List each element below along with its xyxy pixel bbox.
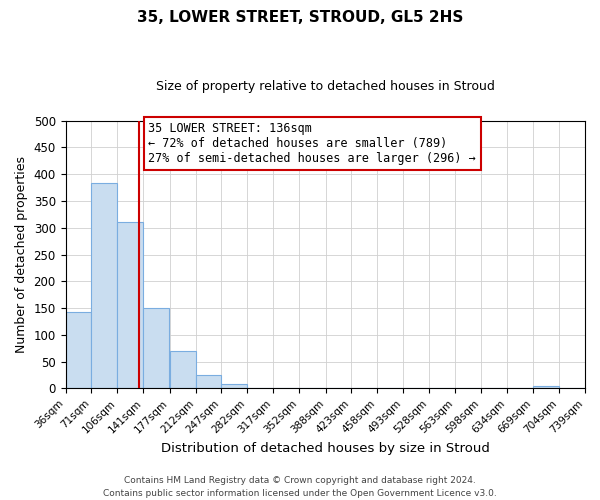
Text: 35, LOWER STREET, STROUD, GL5 2HS: 35, LOWER STREET, STROUD, GL5 2HS [137,10,463,25]
Bar [196,375,221,388]
Bar [65,312,91,388]
Bar [117,222,143,388]
Bar [221,384,247,388]
Text: 35 LOWER STREET: 136sqm
← 72% of detached houses are smaller (789)
27% of semi-d: 35 LOWER STREET: 136sqm ← 72% of detache… [148,122,476,165]
Text: Contains HM Land Registry data © Crown copyright and database right 2024.: Contains HM Land Registry data © Crown c… [124,476,476,485]
X-axis label: Distribution of detached houses by size in Stroud: Distribution of detached houses by size … [161,442,490,455]
Title: Size of property relative to detached houses in Stroud: Size of property relative to detached ho… [156,80,495,93]
Bar [533,386,559,388]
Text: Contains public sector information licensed under the Open Government Licence v3: Contains public sector information licen… [103,488,497,498]
Y-axis label: Number of detached properties: Number of detached properties [15,156,28,353]
Bar [143,308,169,388]
Bar [91,182,117,388]
Bar [170,351,196,389]
